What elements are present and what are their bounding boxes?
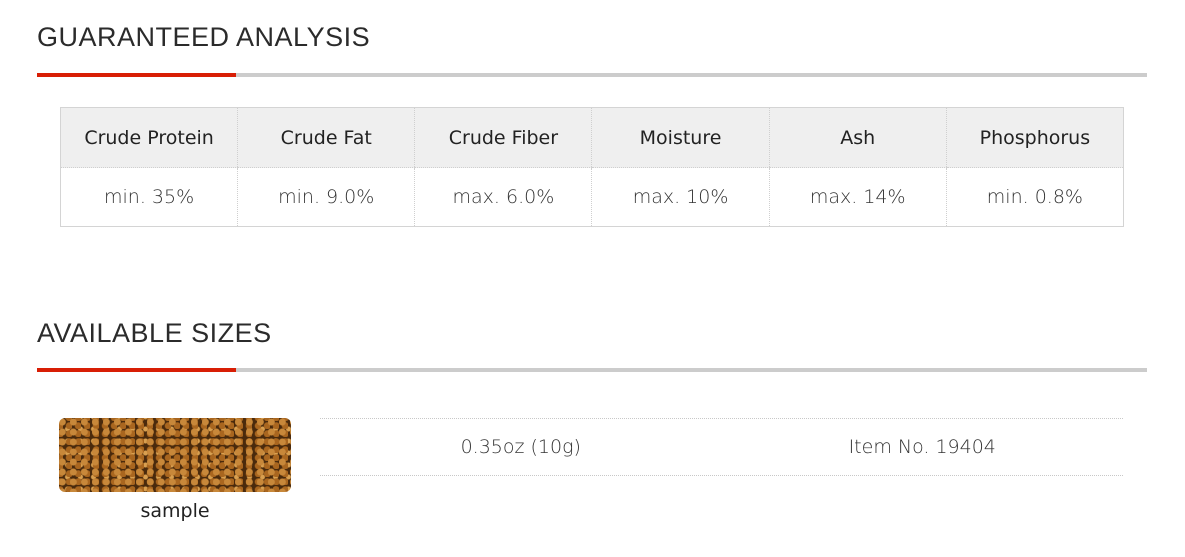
size-value: 0.35oz (10g) — [460, 436, 581, 458]
table-header-row: Crude Protein Crude Fat Crude Fiber Mois… — [60, 107, 1124, 168]
section-divider — [37, 73, 1147, 77]
header-phosphorus: Phosphorus — [945, 107, 1124, 168]
header-moisture: Moisture — [591, 107, 770, 168]
sample-label: sample — [140, 500, 210, 522]
size-row: 0.35oz (10g) Item No. 19404 — [320, 418, 1123, 476]
header-crude-fat: Crude Fat — [237, 107, 415, 168]
available-sizes-title: AVAILABLE SIZES — [37, 318, 272, 348]
table-row: min. 35% min. 9.0% max. 6.0% max. 10% ma… — [61, 167, 1124, 227]
value-crude-protein: min. 35% — [104, 186, 195, 208]
value-crude-fat: min. 9.0% — [237, 167, 415, 227]
divider-accent — [37, 368, 236, 372]
item-number: Item No. 19404 — [848, 436, 996, 458]
guaranteed-analysis-title: GUARANTEED ANALYSIS — [37, 22, 371, 52]
value-ash: max. 14% — [768, 167, 947, 227]
sample-image — [59, 418, 291, 492]
guaranteed-analysis-table: Crude Protein Crude Fat Crude Fiber Mois… — [60, 107, 1124, 227]
header-crude-fiber: Crude Fiber — [414, 107, 592, 168]
value-phosphorus: min. 0.8% — [945, 167, 1124, 227]
header-ash: Ash — [768, 107, 947, 168]
section-divider — [37, 368, 1147, 372]
divider-accent — [37, 73, 236, 77]
value-crude-fiber: max. 6.0% — [414, 167, 592, 227]
header-crude-protein: Crude Protein — [60, 107, 238, 168]
value-moisture: max. 10% — [591, 167, 770, 227]
